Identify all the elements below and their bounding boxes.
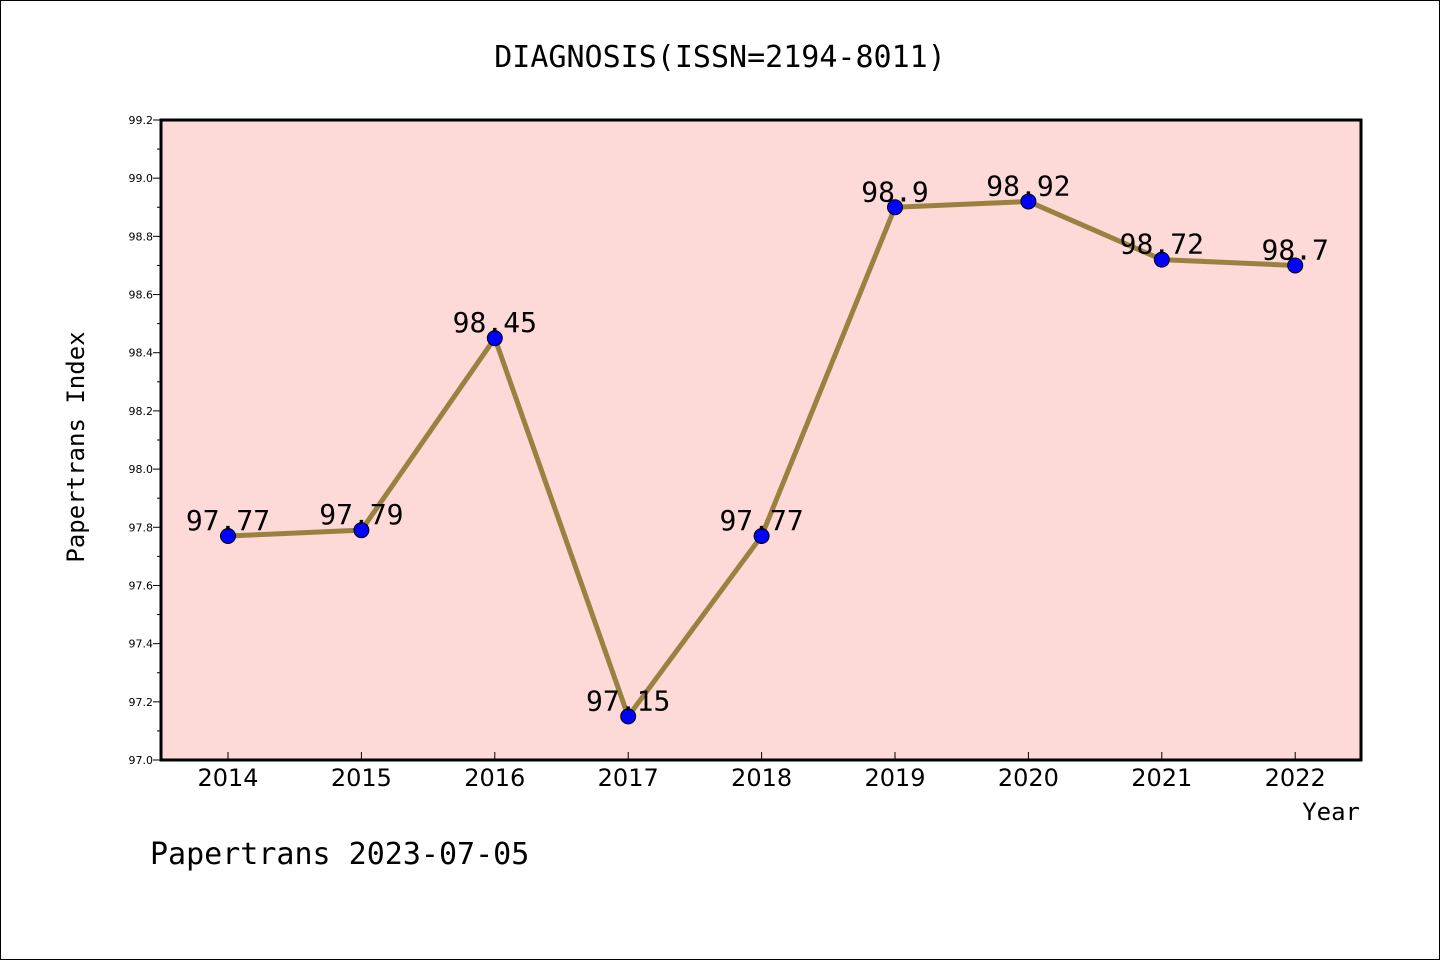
x-tick-label: 2016 bbox=[464, 764, 525, 792]
y-tick-label: 98.6 bbox=[129, 289, 154, 302]
plot-border bbox=[159, 118, 1363, 762]
chart-title: DIAGNOSIS(ISSN=2194-8011) bbox=[494, 40, 946, 75]
x-tick-label: 2019 bbox=[864, 764, 925, 792]
y-tick-label: 97.8 bbox=[129, 521, 154, 534]
footer-watermark: Papertrans 2023-07-05 bbox=[150, 837, 529, 872]
x-tick-label: 2017 bbox=[598, 764, 659, 792]
data-point-marker bbox=[220, 528, 236, 544]
x-axis-label: Year bbox=[1302, 798, 1360, 826]
data-point-marker bbox=[887, 199, 903, 216]
data-labels-group: 97.77 97.79 98.45 97.15 97.77 98.9 98.92 98.72 9… bbox=[186, 169, 1329, 717]
x-tick-label: 2018 bbox=[731, 764, 792, 792]
data-label: 98.45 bbox=[453, 306, 537, 339]
series-line-group bbox=[220, 193, 1304, 725]
y-tick-label: 98.0 bbox=[129, 463, 154, 476]
x-tick-label: 2022 bbox=[1265, 764, 1326, 792]
data-label: 98.92 bbox=[986, 169, 1070, 202]
data-point-marker bbox=[486, 330, 503, 347]
data-point-marker bbox=[620, 708, 637, 725]
data-point-marker bbox=[1287, 257, 1304, 274]
x-tick-label: 2014 bbox=[197, 764, 258, 792]
data-point-marker bbox=[753, 528, 770, 544]
data-point-marker bbox=[1020, 193, 1037, 210]
x-tick-label: 2021 bbox=[1131, 764, 1192, 792]
y-axis: 97.0 97.2 97.4 97.6 97.8 98.0 98.2 98.4 98.6 98.8… bbox=[129, 114, 161, 767]
y-tick-label: 99.0 bbox=[129, 172, 154, 185]
y-tick-label: 97.0 bbox=[129, 754, 154, 767]
y-tick-label: 98.8 bbox=[129, 230, 154, 243]
y-tick-label: 97.2 bbox=[129, 696, 154, 709]
x-tick-label: 2015 bbox=[331, 764, 392, 792]
y-tick-label: 97.4 bbox=[129, 638, 154, 651]
plot-area bbox=[161, 120, 1361, 760]
data-label: 98.9 bbox=[861, 175, 928, 208]
y-tick-label: 99.2 bbox=[129, 114, 154, 127]
data-label: 97.77 bbox=[186, 504, 270, 537]
data-point-marker bbox=[353, 522, 370, 539]
data-label: 97.79 bbox=[319, 498, 403, 531]
data-label: 98.7 bbox=[1261, 233, 1328, 266]
data-label: 97.15 bbox=[586, 684, 670, 717]
data-label: 98.72 bbox=[1120, 228, 1204, 261]
data-label: 97.77 bbox=[719, 504, 803, 537]
y-tick-label: 97.6 bbox=[129, 579, 154, 592]
y-tick-label: 98.4 bbox=[129, 347, 154, 360]
x-axis: 2014 2015 2016 2017 2018 2019 2020 2021 2022 bbox=[197, 752, 1326, 792]
y-axis-label: Papertrans Index bbox=[62, 331, 90, 562]
x-tick-label: 2020 bbox=[998, 764, 1059, 792]
data-point-marker bbox=[1153, 251, 1170, 268]
y-tick-label: 98.2 bbox=[129, 405, 154, 418]
